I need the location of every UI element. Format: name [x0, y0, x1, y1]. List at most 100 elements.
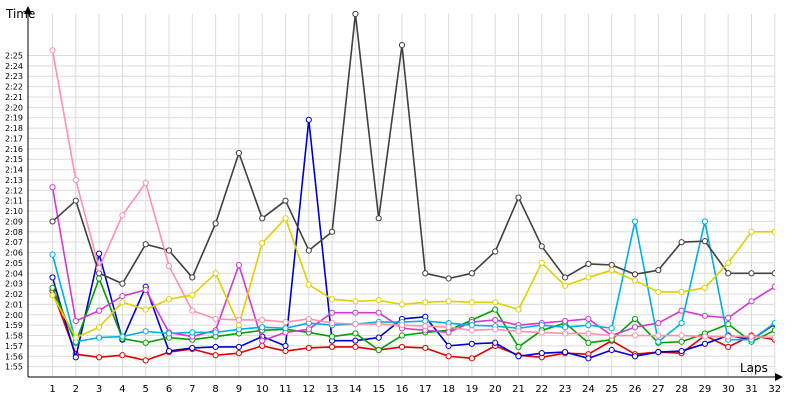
data-point — [329, 333, 336, 340]
data-point — [235, 149, 242, 157]
data-point — [655, 267, 662, 274]
data-point — [655, 319, 662, 327]
data-point — [352, 10, 359, 18]
y-tick-label: 2:20 — [5, 103, 23, 112]
x-tick-label: 16 — [396, 384, 409, 395]
x-tick-label: 7 — [189, 384, 195, 395]
data-point — [142, 339, 149, 346]
y-tick-label: 1:57 — [5, 342, 23, 351]
x-tick-label: 25 — [605, 384, 618, 395]
data-point — [538, 329, 545, 336]
data-point — [562, 349, 569, 356]
data-point — [515, 306, 522, 313]
data-point — [305, 326, 312, 333]
data-point — [49, 274, 56, 281]
data-point — [771, 327, 775, 334]
data-point — [725, 259, 732, 267]
data-point — [329, 343, 336, 351]
data-point — [212, 315, 219, 323]
data-point — [142, 328, 149, 335]
data-point — [282, 318, 289, 326]
data-point — [142, 286, 149, 293]
data-point — [72, 317, 79, 325]
x-axis-arrow-icon — [775, 373, 783, 381]
data-point — [538, 322, 545, 329]
data-point — [305, 281, 312, 288]
data-point — [655, 288, 662, 296]
data-point — [329, 228, 336, 235]
x-axis-title: Laps — [740, 361, 768, 375]
data-point — [96, 307, 103, 314]
data-point — [189, 291, 196, 299]
y-tick-label: 2:01 — [5, 300, 23, 309]
data-point — [212, 220, 219, 227]
data-point — [492, 248, 499, 255]
data-point — [49, 284, 56, 291]
data-point — [468, 355, 475, 362]
y-tick-label: 2:02 — [5, 290, 23, 299]
data-point — [49, 218, 56, 225]
axes: Time Laps — [5, 6, 783, 381]
x-tick-label: 31 — [745, 384, 758, 395]
series-8 — [49, 47, 775, 341]
data-point — [96, 270, 103, 277]
data-point — [655, 349, 662, 356]
data-point — [352, 343, 359, 351]
data-point — [585, 330, 592, 337]
x-tick-label: 18 — [442, 384, 455, 395]
data-point — [748, 228, 755, 235]
x-tick-label: 32 — [768, 384, 781, 395]
data-point — [352, 337, 359, 344]
data-point — [352, 309, 359, 316]
y-tick-label: 1:56 — [5, 352, 23, 361]
data-point — [189, 344, 196, 352]
data-point — [585, 322, 592, 329]
x-tick-label: 13 — [326, 384, 339, 395]
data-point — [468, 340, 475, 347]
y-tick-label: 2:21 — [5, 93, 23, 102]
y-tick-label: 2:12 — [5, 186, 23, 195]
y-tick-label: 2:07 — [5, 238, 23, 247]
data-point — [445, 298, 452, 305]
data-point — [678, 332, 685, 339]
data-point — [189, 274, 196, 281]
data-point — [585, 355, 592, 362]
data-point — [771, 270, 775, 277]
data-point — [445, 329, 452, 336]
data-point — [631, 271, 639, 278]
y-tick-label: 2:05 — [5, 259, 23, 268]
data-point — [515, 343, 522, 351]
y-tick-label: 2:09 — [5, 217, 23, 226]
x-tick-label: 6 — [166, 384, 172, 395]
y-tick-label: 2:06 — [5, 249, 23, 258]
data-point — [375, 309, 382, 316]
y-tick-label: 2:00 — [5, 311, 23, 320]
data-point — [492, 339, 499, 346]
x-tick-label: 4 — [119, 384, 125, 395]
data-point — [492, 326, 499, 333]
data-point — [748, 270, 755, 277]
x-tick-label: 15 — [372, 384, 385, 395]
data-point — [235, 322, 242, 329]
data-point — [212, 329, 219, 336]
data-point — [305, 344, 312, 352]
y-tick-label: 2:15 — [5, 155, 23, 164]
data-point — [235, 350, 242, 357]
y-tick-label: 2:03 — [5, 280, 23, 289]
series-line — [51, 277, 775, 351]
x-tick-label: 22 — [535, 384, 548, 395]
data-point — [398, 42, 406, 49]
data-point — [72, 334, 79, 341]
data-point — [445, 324, 452, 331]
data-point — [515, 328, 522, 335]
x-tick-label: 23 — [559, 384, 572, 395]
series-line — [51, 13, 775, 285]
data-point — [422, 299, 429, 306]
data-point — [631, 315, 639, 323]
x-tick-label: 27 — [652, 384, 665, 395]
data-point — [678, 239, 685, 246]
data-point — [212, 270, 219, 277]
y-tick-label: 2:24 — [5, 62, 23, 71]
data-point — [165, 330, 173, 337]
data-point — [701, 284, 709, 291]
